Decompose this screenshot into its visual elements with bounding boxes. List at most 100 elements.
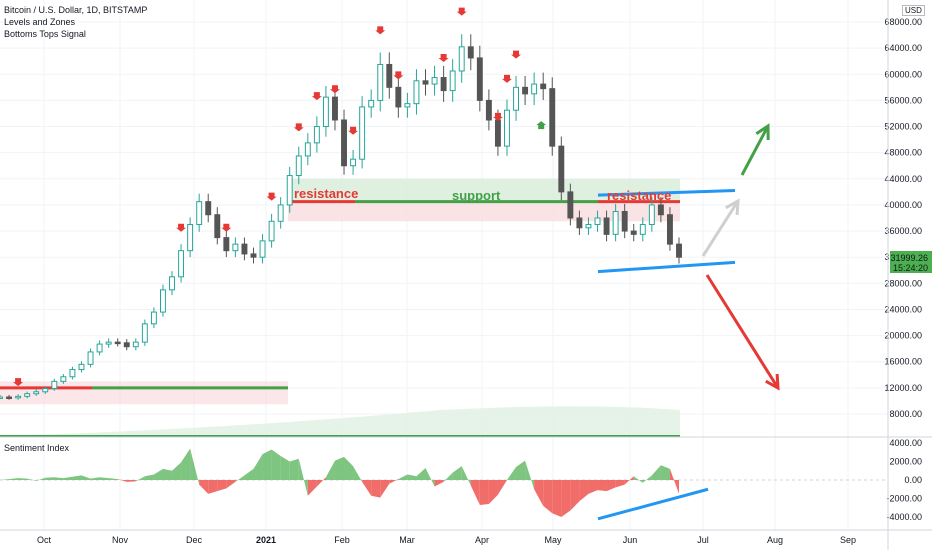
price-tick-label: 20000.00 bbox=[884, 331, 922, 341]
sentiment-area-segment bbox=[244, 468, 254, 480]
sentiment-area-segment bbox=[371, 480, 381, 498]
candle-body bbox=[386, 63, 393, 88]
candle-body bbox=[630, 230, 637, 235]
channel-upper-line bbox=[597, 189, 736, 197]
sentiment-area-segment bbox=[669, 468, 679, 494]
sentiment-area-segment bbox=[27, 478, 37, 481]
candle-body bbox=[132, 341, 139, 348]
candle-body bbox=[612, 210, 619, 235]
time-tick-label: Jun bbox=[623, 535, 638, 545]
sentiment-tick-label: -2000.00 bbox=[886, 494, 922, 504]
candle-body bbox=[377, 63, 384, 101]
price-tick-label: 28000.00 bbox=[884, 278, 922, 288]
top-signal-marker bbox=[393, 71, 404, 80]
sentiment-area-segment bbox=[651, 465, 661, 480]
top-signal-marker bbox=[329, 85, 340, 94]
sentiment-area-segment bbox=[208, 480, 218, 494]
candle-body bbox=[594, 217, 601, 226]
time-tick-label: 2021 bbox=[256, 535, 276, 545]
price-tick-label: 60000.00 bbox=[884, 69, 922, 79]
candle-body bbox=[15, 395, 22, 399]
candle-body bbox=[422, 80, 429, 85]
candle-body bbox=[105, 341, 112, 345]
arrow-down-shaft bbox=[705, 274, 780, 389]
top-signal-marker bbox=[221, 223, 232, 232]
sentiment-area-segment bbox=[135, 476, 145, 482]
sentiment-area-segment bbox=[217, 480, 227, 492]
sentiment-tick-label: 4000.00 bbox=[889, 438, 922, 448]
sentiment-area-segment bbox=[389, 479, 399, 484]
candle-body bbox=[467, 46, 474, 59]
sentiment-area-segment bbox=[9, 478, 19, 480]
candle-body bbox=[458, 46, 465, 72]
sentiment-area-segment bbox=[271, 449, 281, 480]
sentiment-title[interactable]: Sentiment Index bbox=[4, 443, 70, 453]
sentiment-area-segment bbox=[416, 467, 426, 480]
candle-body bbox=[69, 369, 76, 378]
sentiment-area-segment bbox=[235, 475, 245, 482]
sentiment-area-segment bbox=[262, 449, 272, 480]
indicator-bottoms-tops[interactable]: Bottoms Tops Signal bbox=[4, 29, 86, 39]
candle-body bbox=[603, 217, 610, 235]
sentiment-area-segment bbox=[54, 477, 64, 480]
lower-zone bbox=[0, 381, 288, 405]
top-signal-marker bbox=[456, 7, 467, 16]
price-tick-label: 64000.00 bbox=[884, 43, 922, 53]
price-tick-label: 36000.00 bbox=[884, 226, 922, 236]
sentiment-area-segment bbox=[479, 480, 489, 505]
candle-body bbox=[42, 388, 49, 393]
candle-body bbox=[368, 99, 375, 108]
top-signal-marker bbox=[311, 92, 322, 101]
time-tick-label: May bbox=[544, 535, 562, 545]
indicator-levels-zones[interactable]: Levels and Zones bbox=[4, 17, 76, 27]
symbol-title[interactable]: Bitcoin / U.S. Dollar, 1D, BITSTAMP bbox=[4, 5, 148, 15]
sentiment-area-segment bbox=[72, 475, 82, 480]
sentiment-area-segment bbox=[362, 480, 372, 496]
candle-body bbox=[60, 376, 67, 382]
candle-body bbox=[413, 80, 420, 105]
arrow-neutral-shaft bbox=[701, 200, 740, 257]
candle-body bbox=[666, 214, 673, 245]
top-signal-marker bbox=[375, 26, 386, 35]
sentiment-area-segment bbox=[561, 480, 571, 517]
candle-body bbox=[160, 289, 166, 313]
sentiment-area-segment bbox=[624, 476, 634, 485]
candle-body bbox=[558, 145, 565, 193]
sentiment-area-segment bbox=[434, 480, 444, 487]
candle-body bbox=[395, 86, 402, 108]
candle-body bbox=[513, 86, 519, 111]
sentiment-area-segment bbox=[470, 480, 480, 505]
price-tick-label: 56000.00 bbox=[884, 95, 922, 105]
candle-body bbox=[178, 250, 185, 278]
sentiment-area-segment bbox=[334, 456, 345, 480]
sentiment-area-segment bbox=[99, 477, 109, 480]
top-signal-marker bbox=[348, 126, 359, 135]
currency-badge[interactable]: USD bbox=[902, 5, 925, 16]
candle-body bbox=[440, 77, 447, 92]
candle-body bbox=[0, 396, 3, 400]
candle-body bbox=[150, 311, 157, 325]
candle-body bbox=[350, 158, 357, 167]
sentiment-area-segment bbox=[199, 480, 209, 494]
sentiment-area-segment bbox=[226, 480, 236, 489]
candle-body bbox=[549, 88, 556, 147]
candle-body bbox=[504, 109, 510, 147]
top-signal-marker bbox=[13, 378, 24, 387]
sentiment-area-segment bbox=[588, 480, 598, 494]
sentiment-area-segment bbox=[90, 477, 100, 480]
candle-body bbox=[259, 240, 266, 258]
time-tick-label: Aug bbox=[767, 535, 783, 545]
sentiment-area-segment bbox=[506, 467, 517, 480]
candle-body bbox=[169, 276, 175, 291]
sentiment-area-segment bbox=[497, 480, 507, 495]
channel-lower-line bbox=[597, 260, 736, 274]
sentiment-tick-label: 0.00 bbox=[904, 475, 922, 485]
candle-body bbox=[214, 214, 221, 239]
candle-body bbox=[431, 77, 438, 85]
sentiment-area-segment bbox=[398, 474, 408, 480]
volume-zone bbox=[0, 406, 680, 436]
support-zone bbox=[288, 178, 680, 202]
candle-body bbox=[485, 99, 492, 121]
